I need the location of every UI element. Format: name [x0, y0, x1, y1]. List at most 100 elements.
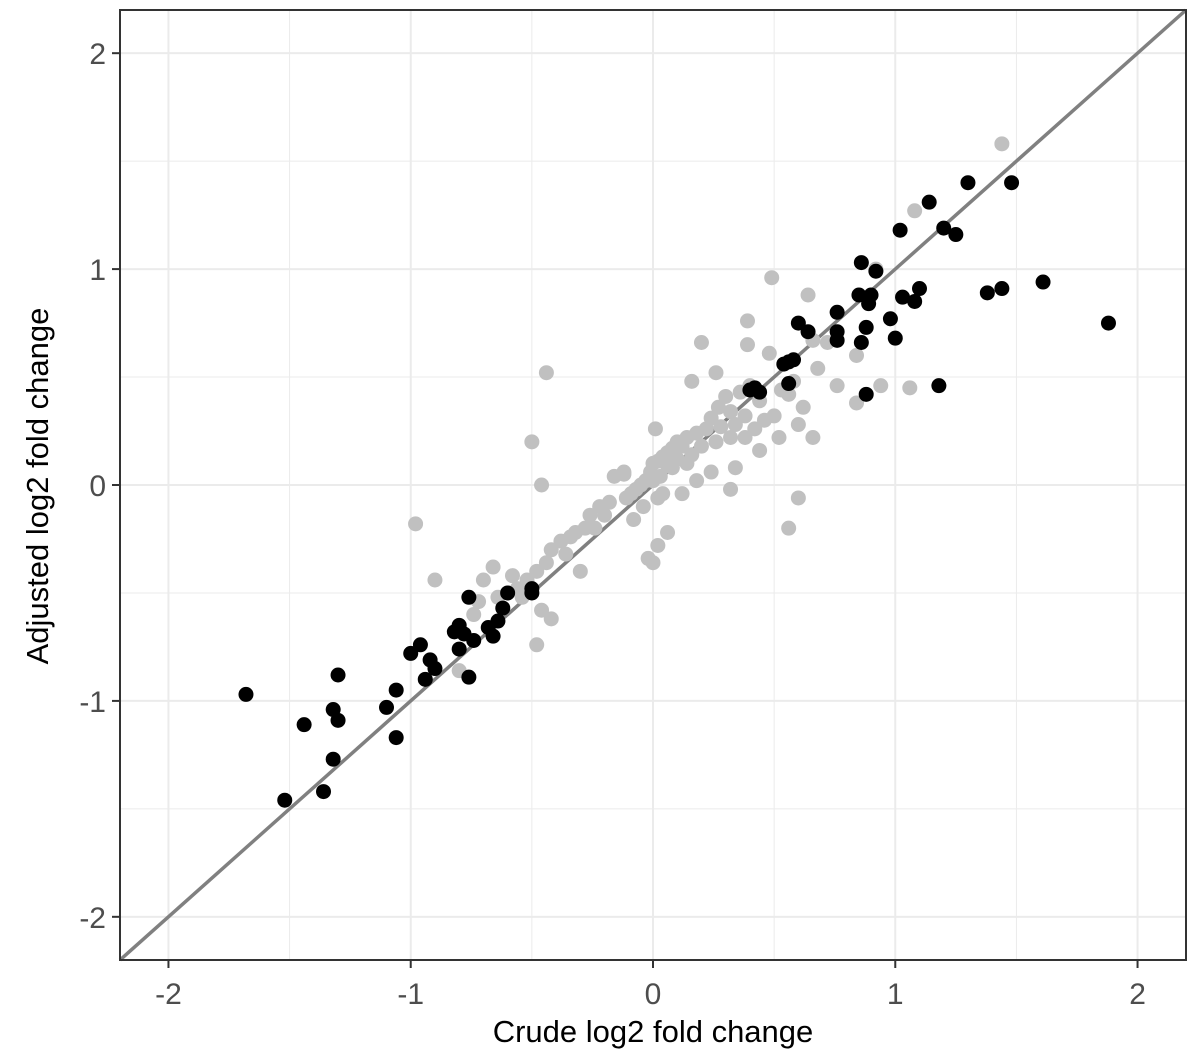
data-point [800, 287, 816, 303]
data-point [597, 507, 613, 523]
data-point [849, 395, 865, 411]
y-axis-title: Adjusted log2 fold change [20, 308, 55, 665]
data-point [330, 712, 346, 728]
data-point [1100, 315, 1116, 331]
data-point [766, 408, 782, 424]
data-point [948, 227, 964, 243]
data-point [790, 417, 806, 433]
data-point [538, 555, 554, 571]
data-point [979, 285, 995, 301]
data-point [853, 255, 869, 271]
data-point [674, 486, 690, 502]
data-point [330, 667, 346, 683]
ticks-layer: -2 -1 0 1 2 -2 -1 0 1 2 [79, 38, 1146, 1011]
data-point [645, 555, 661, 571]
data-point [723, 430, 739, 445]
data-point [543, 542, 559, 558]
data-point [1004, 175, 1020, 191]
data-point [994, 136, 1010, 152]
data-point [752, 442, 768, 458]
data-point [655, 486, 671, 502]
data-point [861, 296, 877, 312]
data-point [316, 784, 332, 800]
data-point [427, 661, 443, 677]
data-point [739, 313, 755, 329]
data-point [534, 477, 550, 493]
data-point [713, 419, 729, 435]
data-point [829, 378, 845, 394]
data-point [771, 430, 787, 445]
data-point [747, 421, 763, 437]
data-point [710, 399, 726, 415]
data-point [795, 399, 811, 415]
data-point [504, 568, 520, 584]
data-point [1035, 274, 1051, 290]
x-tick-label: 0 [645, 978, 662, 1011]
data-point [739, 337, 755, 353]
y-tick-label: 2 [89, 38, 106, 71]
data-point [805, 430, 821, 445]
data-point [737, 408, 753, 424]
data-point [553, 533, 569, 549]
data-point [727, 417, 743, 433]
data-point [660, 458, 676, 474]
data-point [781, 386, 797, 402]
x-tick-label: 2 [1129, 978, 1146, 1011]
data-point [931, 378, 947, 394]
data-point [829, 304, 845, 320]
data-point [451, 641, 467, 657]
data-point [403, 645, 419, 661]
data-point [912, 281, 927, 297]
data-point [616, 464, 632, 480]
data-point [660, 525, 676, 540]
data-point [427, 572, 443, 588]
data-point [558, 546, 574, 562]
data-point [412, 637, 428, 653]
data-point [417, 671, 433, 687]
x-tick-label: 1 [887, 978, 904, 1011]
data-point [723, 481, 739, 497]
data-point [851, 287, 867, 303]
x-tick-label: -2 [155, 978, 182, 1011]
grid-layer [120, 10, 1186, 960]
data-point [485, 559, 501, 575]
data-point [325, 751, 341, 767]
data-point [907, 203, 923, 219]
data-point [618, 490, 634, 506]
data-point [693, 335, 709, 350]
data-point [892, 222, 908, 238]
data-point [790, 490, 806, 506]
data-point [524, 434, 540, 450]
data-point [660, 447, 676, 463]
data-point [693, 438, 709, 454]
data-point [873, 378, 889, 394]
data-point [647, 421, 663, 437]
data-point [829, 332, 845, 348]
data-point [708, 434, 724, 450]
data-point [408, 516, 424, 532]
data-point [529, 637, 545, 653]
data-point [737, 430, 753, 445]
x-axis-title: Crude log2 fold change [493, 1014, 814, 1049]
y-tick-label: 1 [89, 254, 106, 287]
data-point [388, 730, 404, 746]
data-point [379, 699, 394, 715]
data-point [723, 404, 739, 420]
data-point [524, 581, 540, 597]
data-point [650, 537, 666, 553]
data-point [684, 373, 700, 389]
data-point [887, 330, 903, 346]
data-point [727, 460, 743, 476]
data-point [718, 388, 734, 404]
data-point [703, 464, 719, 480]
data-point [529, 563, 545, 579]
y-tick-label: 0 [89, 470, 106, 503]
data-point [635, 499, 651, 515]
data-point [543, 611, 559, 627]
data-point [858, 386, 874, 402]
data-point [466, 607, 482, 623]
data-point [781, 376, 797, 392]
data-point [882, 311, 898, 327]
